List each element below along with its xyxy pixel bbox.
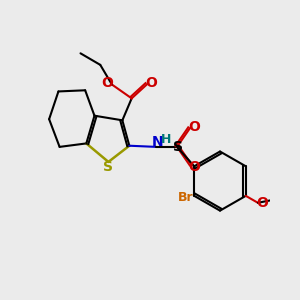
Text: S: S <box>103 160 113 174</box>
Text: O: O <box>101 76 113 90</box>
Text: O: O <box>188 120 200 134</box>
Text: H: H <box>161 134 171 146</box>
Text: O: O <box>256 196 268 210</box>
Text: S: S <box>173 140 183 154</box>
Text: Br: Br <box>178 191 194 204</box>
Text: N: N <box>152 135 163 149</box>
Text: O: O <box>188 160 200 173</box>
Text: O: O <box>146 76 158 90</box>
